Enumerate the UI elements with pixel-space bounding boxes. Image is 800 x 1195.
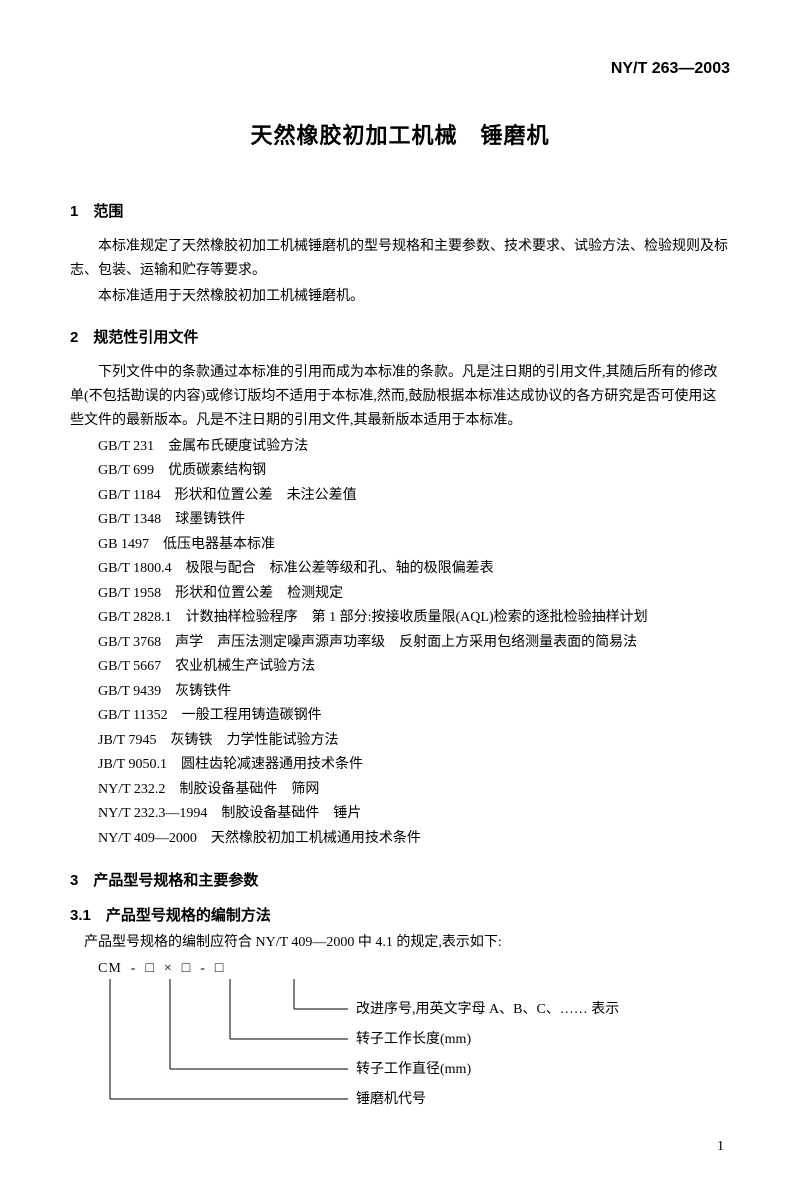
ref-item: NY/T 232.3—1994 制胶设备基础件 锤片 <box>98 802 730 827</box>
reference-list: GB/T 231 金属布氏硬度试验方法 GB/T 699 优质碳素结构钢 GB/… <box>98 435 730 852</box>
section-3-1-line: 产品型号规格的编制应符合 NY/T 409—2000 中 4.1 的规定,表示如… <box>70 931 730 955</box>
standard-code: NY/T 263—2003 <box>70 60 730 78</box>
section-1-heading: 1 范围 <box>70 200 730 221</box>
ref-item: GB/T 1184 形状和位置公差 未注公差值 <box>98 484 730 509</box>
section-2-intro: 下列文件中的条款通过本标准的引用而成为本标准的条款。凡是注日期的引用文件,其随后… <box>70 361 730 432</box>
ref-item: GB/T 1958 形状和位置公差 检测规定 <box>98 582 730 607</box>
ref-item: GB/T 5667 农业机械生产试验方法 <box>98 655 730 680</box>
section-2-heading: 2 规范性引用文件 <box>70 326 730 347</box>
ref-item: JB/T 9050.1 圆柱齿轮减速器通用技术条件 <box>98 753 730 778</box>
ref-item: NY/T 232.2 制胶设备基础件 筛网 <box>98 778 730 803</box>
ref-item: GB 1497 低压电器基本标准 <box>98 533 730 558</box>
ref-item: GB/T 11352 一般工程用铸造碳钢件 <box>98 704 730 729</box>
ref-item: NY/T 409—2000 天然橡胶初加工机械通用技术条件 <box>98 827 730 852</box>
page-number: 1 <box>70 1139 730 1155</box>
section-1-para-1: 本标准规定了天然橡胶初加工机械锤磨机的型号规格和主要参数、技术要求、试验方法、检… <box>70 235 730 283</box>
document-title: 天然橡胶初加工机械 锤磨机 <box>70 118 730 150</box>
diagram-label-3: 转子工作直径(mm) <box>356 1060 471 1077</box>
ref-item: GB/T 2828.1 计数抽样检验程序 第 1 部分:按接收质量限(AQL)检… <box>98 606 730 631</box>
section-3-1-heading: 3.1 产品型号规格的编制方法 <box>70 904 730 925</box>
ref-item: JB/T 7945 灰铸铁 力学性能试验方法 <box>98 729 730 754</box>
ref-item: GB/T 1800.4 极限与配合 标准公差等级和孔、轴的极限偏差表 <box>98 557 730 582</box>
ref-item: GB/T 699 优质碳素结构钢 <box>98 459 730 484</box>
ref-item: GB/T 3768 声学 声压法测定噪声源声功率级 反射面上方采用包络测量表面的… <box>98 631 730 656</box>
ref-item: GB/T 231 金属布氏硬度试验方法 <box>98 435 730 460</box>
ref-item: GB/T 1348 球墨铸铁件 <box>98 508 730 533</box>
ref-item: GB/T 9439 灰铸铁件 <box>98 680 730 705</box>
diagram-label-2: 转子工作长度(mm) <box>356 1031 471 1047</box>
section-1-para-2: 本标准适用于天然橡胶初加工机械锤磨机。 <box>70 285 730 309</box>
model-code-pattern: CM - □ × □ - □ <box>98 961 730 977</box>
diagram-svg: 改进序号,用英文字母 A、B、C、…… 表示 转子工作长度(mm) 转子工作直径… <box>98 979 658 1109</box>
diagram-label-1: 改进序号,用英文字母 A、B、C、…… 表示 <box>356 1000 619 1017</box>
model-code-diagram: CM - □ × □ - □ 改进序号,用英文字母 A、B、C、…… 表示 转子… <box>98 961 730 1109</box>
diagram-label-4: 锤磨机代号 <box>356 1091 426 1107</box>
section-3-heading: 3 产品型号规格和主要参数 <box>70 869 730 890</box>
